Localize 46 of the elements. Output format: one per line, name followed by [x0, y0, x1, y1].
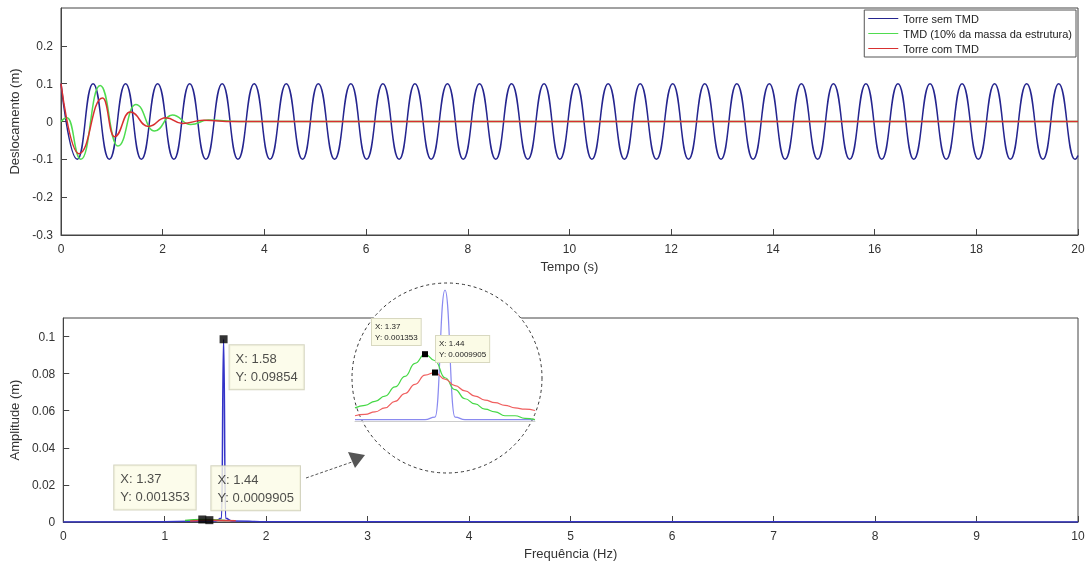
y-tick-label: 0.1 — [36, 76, 54, 91]
x-tick-label: 10 — [1071, 529, 1085, 543]
legend-label: Torre com TMD — [903, 42, 979, 55]
x-tick-label: 0 — [59, 529, 67, 543]
x-tick-label: 3 — [364, 529, 372, 543]
annotation: X: 1.37 Y: 0.001353 — [375, 322, 419, 342]
x-tick-label: 7 — [770, 529, 778, 543]
y-tick-label: -0.1 — [32, 152, 54, 167]
y-tick-label: 0.2 — [36, 38, 54, 53]
y-axis-title: Amplitude (m) — [7, 379, 22, 461]
x-tick-label: 0 — [57, 242, 65, 256]
annotation: X: 1.58 Y: 0.09854 — [235, 350, 298, 384]
x-tick-label: 8 — [871, 529, 879, 543]
y-axis-title: Deslocamento (m) — [7, 68, 22, 175]
x-tick-label: 10 — [562, 242, 577, 256]
x-tick-label: 1 — [161, 529, 169, 543]
x-tick-label: 8 — [464, 242, 472, 256]
annotation: X: 1.37 Y: 0.001353 — [120, 470, 190, 504]
x-tick-label: 6 — [668, 529, 676, 543]
y-tick-label: 0 — [46, 114, 54, 129]
legend-label: TMD (10% da massa da estrutura) — [903, 27, 1073, 40]
y-tick-label: -0.2 — [32, 190, 54, 205]
annotation: X: 1.44 Y: 0.0009905 — [217, 471, 295, 505]
x-tick-label: 4 — [261, 242, 269, 256]
x-tick-label: 18 — [969, 242, 984, 256]
y-tick-label: 0.02 — [31, 477, 56, 492]
x-tick-label: 5 — [567, 529, 575, 543]
x-tick-label: 9 — [973, 529, 981, 543]
y-tick-label: 0.04 — [31, 440, 56, 455]
x-axis-title: Tempo (s) — [540, 258, 599, 274]
y-tick-label: 0.1 — [38, 329, 56, 344]
x-tick-label: 4 — [465, 529, 473, 543]
x-axis-title: Frequência (Hz) — [524, 545, 618, 561]
x-tick-label: 2 — [262, 529, 270, 543]
x-tick-label: 2 — [159, 242, 167, 256]
y-tick-label: -0.3 — [32, 228, 54, 242]
x-tick-label: 14 — [766, 242, 780, 256]
annotation: X: 1.44 Y: 0.0009905 — [439, 339, 487, 359]
x-tick-label: 16 — [867, 242, 882, 256]
x-tick-label: 12 — [664, 242, 679, 256]
y-tick-label: 0.08 — [31, 366, 56, 381]
y-tick-label: 0.06 — [31, 403, 56, 418]
y-tick-label: 0 — [48, 515, 56, 529]
legend-label: Torre sem TMD — [903, 12, 979, 25]
x-tick-label: 20 — [1071, 242, 1085, 256]
x-tick-label: 6 — [362, 242, 370, 256]
